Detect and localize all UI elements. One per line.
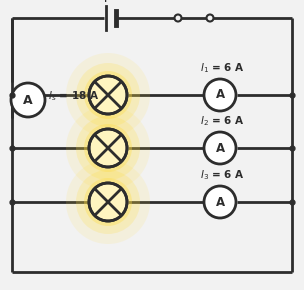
Circle shape <box>91 185 125 219</box>
Circle shape <box>91 131 125 165</box>
Circle shape <box>84 71 132 119</box>
Circle shape <box>89 76 127 114</box>
Text: −: − <box>111 0 121 4</box>
Circle shape <box>204 132 236 164</box>
Circle shape <box>206 14 213 21</box>
Circle shape <box>204 79 236 111</box>
Circle shape <box>84 124 132 172</box>
Text: A: A <box>216 88 225 102</box>
Circle shape <box>204 186 236 218</box>
Circle shape <box>84 178 132 226</box>
Text: A: A <box>23 93 33 106</box>
Circle shape <box>76 170 140 234</box>
Circle shape <box>66 160 150 244</box>
Circle shape <box>76 63 140 127</box>
Text: $I_1$ = 6 A: $I_1$ = 6 A <box>200 61 245 75</box>
Text: +: + <box>101 0 111 4</box>
Text: $I_s$ = 18 A: $I_s$ = 18 A <box>48 89 99 103</box>
Circle shape <box>11 83 45 117</box>
Text: $I_3$ = 6 A: $I_3$ = 6 A <box>200 168 245 182</box>
Circle shape <box>174 14 181 21</box>
Circle shape <box>66 106 150 190</box>
Text: A: A <box>216 195 225 209</box>
Circle shape <box>89 129 127 167</box>
Circle shape <box>89 183 127 221</box>
Text: $I_2$ = 6 A: $I_2$ = 6 A <box>200 114 245 128</box>
Circle shape <box>76 116 140 180</box>
Circle shape <box>66 53 150 137</box>
Circle shape <box>91 78 125 112</box>
Text: A: A <box>216 142 225 155</box>
